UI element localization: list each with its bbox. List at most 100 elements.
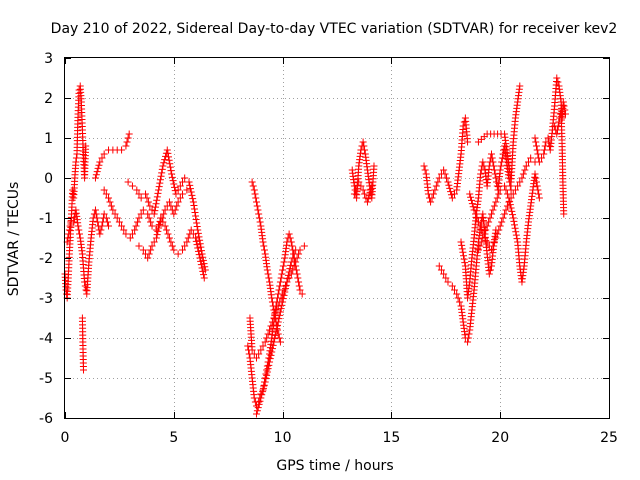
data-point — [179, 178, 187, 186]
data-point — [466, 190, 474, 198]
x-tick-label: 5 — [169, 430, 178, 446]
data-point — [298, 290, 306, 298]
data-point — [420, 162, 428, 170]
x-tick-label: 20 — [491, 430, 509, 446]
data-point — [186, 185, 194, 193]
data-point — [176, 194, 184, 202]
data-point — [268, 298, 276, 306]
data-point — [139, 206, 147, 214]
data-point — [364, 195, 372, 203]
data-point — [143, 194, 151, 202]
data-point — [188, 191, 196, 199]
data-point — [532, 178, 540, 186]
data-point — [511, 224, 519, 232]
data-point — [271, 335, 279, 343]
data-point — [65, 230, 73, 238]
data-point — [290, 250, 298, 258]
data-point — [278, 270, 286, 278]
y-tick-label: 0 — [44, 171, 53, 187]
data-point — [477, 226, 485, 234]
data-point — [120, 226, 128, 234]
data-point — [355, 178, 363, 186]
data-point — [428, 194, 436, 202]
data-point — [492, 198, 500, 206]
data-point — [76, 230, 84, 238]
data-point — [532, 174, 540, 182]
data-point — [509, 214, 517, 222]
data-point — [167, 167, 175, 175]
data-point — [259, 388, 267, 396]
x-tick-label: 10 — [274, 430, 292, 446]
data-point — [270, 314, 278, 322]
data-point — [534, 186, 542, 194]
data-point — [509, 211, 517, 219]
data-point — [441, 170, 449, 178]
data-point — [446, 184, 454, 192]
data-point — [363, 198, 371, 206]
data-point — [72, 154, 80, 162]
data-point — [166, 163, 174, 171]
data-point — [502, 186, 510, 194]
data-point — [435, 174, 443, 182]
data-point — [524, 158, 532, 166]
data-point — [72, 158, 80, 166]
data-point — [368, 182, 376, 190]
data-point — [521, 166, 529, 174]
data-point — [460, 252, 468, 260]
data-point — [190, 202, 198, 209]
data-point — [156, 179, 164, 187]
data-point — [171, 206, 179, 214]
data-point — [276, 278, 284, 286]
data-point — [125, 130, 133, 138]
data-point — [283, 278, 291, 286]
data-point — [273, 306, 281, 314]
data-point — [192, 237, 200, 245]
data-point — [187, 188, 195, 196]
data-point — [474, 218, 482, 226]
data-point — [82, 142, 90, 150]
data-point — [444, 178, 452, 186]
data-point — [151, 203, 159, 211]
data-point — [134, 218, 142, 226]
data-point — [289, 254, 297, 262]
data-point — [453, 290, 461, 298]
data-point — [464, 338, 472, 346]
y-tick-labels: -6 -5 -4 -3 -2 -1 0 1 2 3 — [39, 51, 53, 427]
x-tick-label: 15 — [382, 430, 400, 446]
data-point — [513, 235, 521, 243]
data-point — [155, 221, 163, 229]
data-point — [361, 190, 369, 198]
data-point — [532, 142, 540, 150]
data-point — [532, 138, 540, 146]
data-point — [263, 368, 271, 376]
data-point — [184, 234, 192, 242]
data-point — [155, 224, 163, 232]
data-point — [267, 322, 275, 330]
data-point — [153, 196, 161, 204]
data-point — [279, 295, 287, 303]
data-point — [183, 238, 191, 246]
data-point — [506, 197, 514, 205]
data-point — [254, 404, 262, 412]
data-point — [153, 193, 161, 201]
data-point — [262, 375, 270, 383]
data-point — [278, 301, 286, 309]
data-point — [159, 162, 167, 170]
data-point — [535, 190, 543, 198]
data-point — [189, 195, 197, 203]
data-point — [100, 186, 108, 194]
data-point — [200, 271, 208, 279]
data-point — [261, 338, 269, 346]
data-point — [165, 198, 173, 206]
data-point — [274, 321, 282, 329]
data-point — [292, 246, 300, 254]
data-point — [197, 243, 205, 251]
data-point — [259, 384, 267, 392]
data-point — [164, 149, 172, 157]
data-point — [554, 78, 562, 86]
data-points — [61, 74, 569, 418]
data-point — [440, 270, 448, 278]
data-point — [255, 214, 263, 222]
data-point — [490, 238, 498, 246]
data-point — [469, 203, 477, 211]
